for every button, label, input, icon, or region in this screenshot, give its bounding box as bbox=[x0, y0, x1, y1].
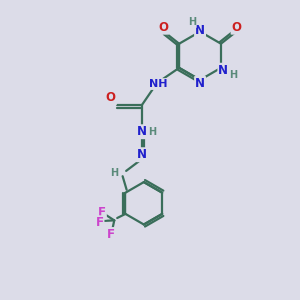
Text: O: O bbox=[106, 92, 116, 104]
Text: F: F bbox=[107, 228, 115, 241]
Text: N: N bbox=[137, 148, 147, 161]
Text: H: H bbox=[229, 70, 237, 80]
Text: O: O bbox=[158, 21, 169, 34]
Text: F: F bbox=[95, 216, 104, 229]
Text: NH: NH bbox=[149, 79, 167, 89]
Text: N: N bbox=[195, 24, 205, 37]
Text: F: F bbox=[98, 206, 106, 219]
Text: N: N bbox=[137, 125, 147, 138]
Text: N: N bbox=[195, 77, 205, 90]
Text: N: N bbox=[218, 64, 228, 77]
Text: H: H bbox=[188, 17, 196, 27]
Text: O: O bbox=[232, 21, 242, 34]
Text: H: H bbox=[110, 168, 118, 178]
Text: H: H bbox=[148, 127, 156, 137]
